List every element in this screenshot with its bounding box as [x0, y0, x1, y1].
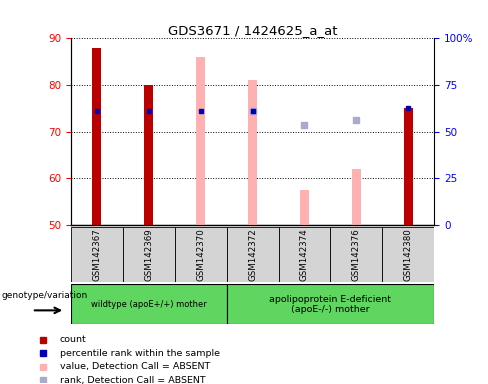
Bar [248, 80, 257, 225]
Text: GSM142376: GSM142376 [352, 228, 361, 281]
Text: apolipoprotein E-deficient
(apoE-/-) mother: apolipoprotein E-deficient (apoE-/-) mot… [269, 295, 391, 314]
Bar [383, 227, 434, 282]
Text: GSM142374: GSM142374 [300, 228, 309, 281]
Text: genotype/variation: genotype/variation [1, 291, 88, 300]
Bar [300, 190, 309, 225]
Bar [122, 227, 175, 282]
Bar [352, 169, 361, 225]
Bar [226, 227, 279, 282]
Bar [279, 227, 330, 282]
Bar [144, 85, 153, 225]
Text: GSM142369: GSM142369 [144, 228, 153, 281]
Text: GSM142380: GSM142380 [404, 228, 413, 281]
Text: GSM142372: GSM142372 [248, 228, 257, 281]
Bar [226, 284, 434, 324]
Bar [196, 57, 205, 225]
Bar [71, 227, 122, 282]
Bar [92, 48, 102, 225]
Bar [330, 227, 383, 282]
Text: GSM142367: GSM142367 [92, 228, 101, 281]
Text: value, Detection Call = ABSENT: value, Detection Call = ABSENT [60, 362, 210, 371]
Text: rank, Detection Call = ABSENT: rank, Detection Call = ABSENT [60, 376, 205, 384]
Bar [71, 284, 226, 324]
Bar [404, 108, 413, 225]
Text: GSM142370: GSM142370 [196, 228, 205, 281]
Bar [175, 227, 226, 282]
Text: percentile rank within the sample: percentile rank within the sample [60, 349, 220, 358]
Text: wildtype (apoE+/+) mother: wildtype (apoE+/+) mother [91, 300, 206, 309]
Text: count: count [60, 335, 87, 344]
Title: GDS3671 / 1424625_a_at: GDS3671 / 1424625_a_at [168, 24, 337, 37]
